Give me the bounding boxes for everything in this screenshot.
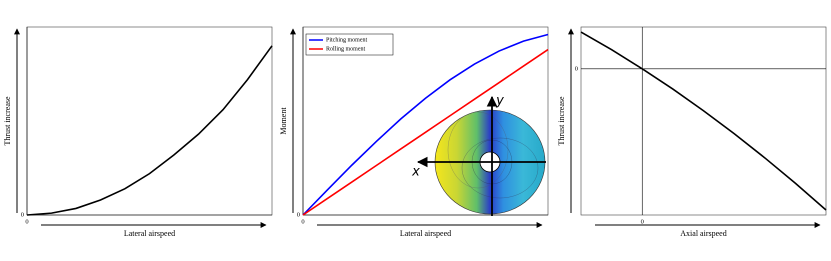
- x-tick-label: 0: [301, 218, 304, 225]
- y-tick-label: 0: [297, 211, 300, 218]
- annotation: y: [495, 94, 504, 109]
- y-axis-label: Thrust increase: [557, 96, 566, 146]
- x-tick-label: 0: [641, 218, 644, 225]
- y-tick-label: 0: [21, 211, 24, 218]
- x-axis-label: Axial airspeed: [680, 229, 726, 238]
- y-axis-label: Thrust increase: [3, 96, 12, 146]
- x-tick-label: 0: [25, 218, 28, 225]
- legend-label: Pitching moment: [326, 37, 367, 43]
- rotor-inset: [416, 95, 546, 216]
- x-axis-label: Lateral airspeed: [400, 229, 451, 238]
- y-tick-label: 0: [575, 65, 578, 72]
- panel: 00 Lateral airspeed Thrust increase: [3, 26, 273, 238]
- legend-label: Rolling moment: [326, 46, 366, 52]
- series-line: [302, 48, 549, 216]
- panel: 0 0 Axial airspeed Thrust increase: [557, 26, 827, 238]
- plot-area: [26, 26, 273, 216]
- plot-area: [580, 26, 827, 216]
- legend-box: [305, 33, 394, 56]
- series-line: [580, 31, 827, 211]
- x-axis-label: Lateral airspeed: [124, 229, 175, 238]
- series-line: [302, 33, 549, 216]
- y-axis-label: Moment: [279, 107, 288, 135]
- series-line: [26, 45, 273, 216]
- annotation: x: [411, 165, 420, 180]
